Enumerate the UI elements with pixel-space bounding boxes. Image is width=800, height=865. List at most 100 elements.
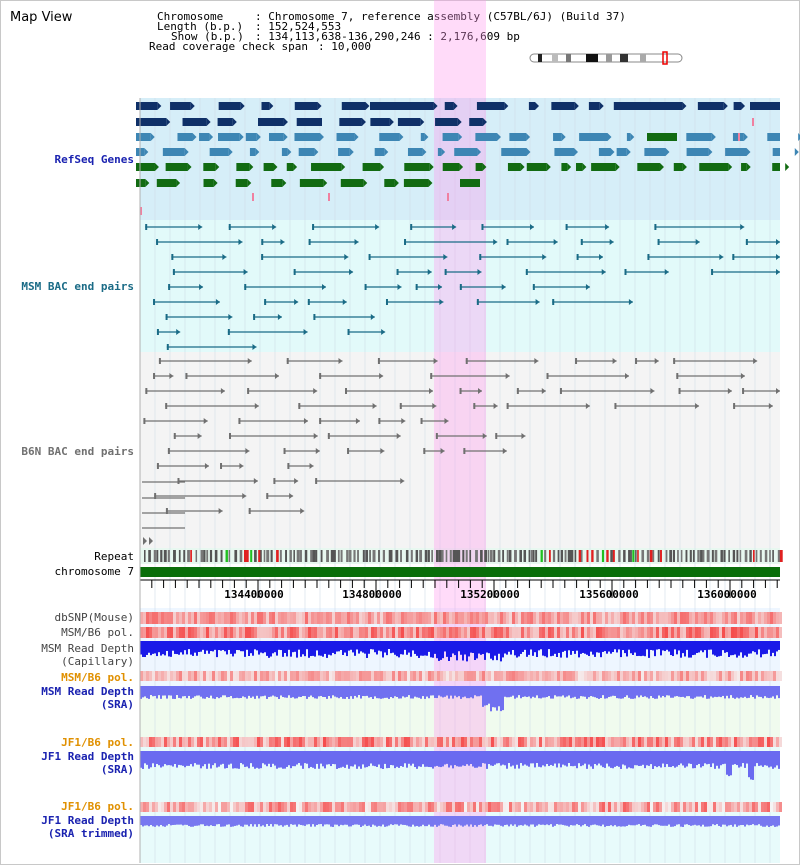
depth-bar [354,641,356,656]
depth-bar [688,751,690,764]
heat-cell [329,627,332,638]
heat-cell [446,612,449,624]
gene-strand-arrow [256,133,261,141]
depth-bar [420,641,422,656]
heat-cell [437,612,440,624]
heat-cell [203,627,206,638]
heat-cell [578,612,581,624]
depth-bar [550,751,552,765]
depth-bar [768,816,770,827]
bac-end-marker [199,284,204,290]
heat-cell [542,627,545,638]
depth-bar [320,751,322,764]
gene-strand-arrow [255,148,260,156]
heat-cell [404,671,407,681]
repeat-mark [660,550,662,562]
heat-cell [773,612,776,624]
heat-cell [665,671,668,681]
heat-cell [542,802,545,812]
heat-cell [305,627,308,638]
heat-cell [293,671,296,681]
heat-cell [200,671,203,681]
depth-bar [170,751,172,766]
heat-cell [236,612,239,624]
heat-cell [761,802,764,812]
gene-block [579,133,608,141]
depth-bar [290,816,292,825]
depth-bar [410,641,412,657]
heat-cell [371,627,374,638]
heat-cell [263,671,266,681]
heat-cell [530,612,533,624]
depth-bar [498,751,500,764]
track-label-msm-pol-1: MSM/B6 pol. [61,626,134,639]
repeat-mark [523,550,527,562]
heat-cell [251,671,254,681]
depth-bar [436,686,438,699]
heat-cell [545,612,548,624]
heat-cell [476,671,479,681]
gene-strand-arrow [361,118,366,126]
jf1-pol-track-2 [140,802,782,812]
depth-bar [154,816,156,827]
heat-cell [272,802,275,812]
heat-cell [416,627,419,638]
heat-cell [776,802,779,812]
depth-bar [686,751,688,767]
heat-cell [188,671,191,681]
depth-bar [188,816,190,827]
track-label-msm-depth-sra-sub: (SRA) [100,698,134,711]
depth-bar [226,816,228,825]
depth-bar [396,686,398,698]
heat-cell [725,802,728,812]
gene-strand-arrow [743,133,748,141]
heat-cell [449,737,452,747]
heat-cell [230,627,233,638]
heat-cell [380,737,383,747]
heat-cell [557,627,560,638]
bac-end-marker [354,239,359,245]
heat-cell [605,737,608,747]
depth-bar [464,641,466,655]
depth-bar [640,641,642,657]
depth-bar [492,641,494,661]
bac-end-marker [435,433,438,439]
heat-cell [671,737,674,747]
depth-bar [448,816,450,827]
heat-cell [455,802,458,812]
heat-cell [257,737,260,747]
depth-bar [378,641,380,651]
heat-cell [320,802,323,812]
depth-bar [256,751,258,768]
heat-cell [257,802,260,812]
gene-strand-arrow [708,148,713,156]
heat-cell [275,802,278,812]
depth-bar [212,686,214,699]
depth-bar [596,686,598,699]
depth-bar [440,751,442,768]
bac-end-marker [493,403,498,409]
heat-cell [455,671,458,681]
depth-bar [454,751,456,766]
depth-bar [432,641,434,658]
depth-bar [602,751,604,768]
bac-end-marker [575,358,578,364]
heat-cell [536,802,539,812]
depth-bar [746,641,748,657]
heat-cell [494,612,497,624]
dbsnp-track [140,612,782,624]
depth-bar [398,751,400,768]
depth-bar [670,641,672,656]
heat-cell [671,612,674,624]
gene-strand-arrow [441,148,446,156]
heat-cell [620,627,623,638]
depth-bar [218,641,220,651]
heat-cell [404,627,407,638]
heat-cell [593,612,596,624]
heat-cell [698,671,701,681]
repeat-mark [431,550,433,562]
heat-cell [470,612,473,624]
gene-block [404,163,430,171]
heat-cell [509,671,512,681]
